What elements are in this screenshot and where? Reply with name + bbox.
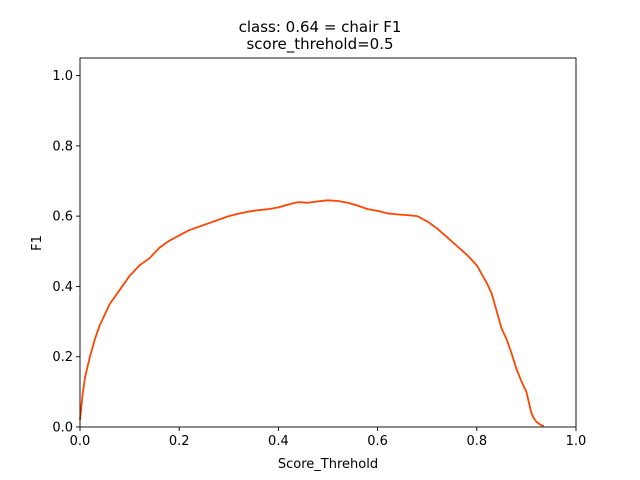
y-tick-label: 1.0 (52, 69, 73, 84)
y-tick-label: 0.4 (52, 280, 73, 295)
y-axis-label: F1 (30, 235, 45, 251)
y-tick-label: 0.0 (52, 421, 73, 436)
y-tick-label: 0.6 (52, 210, 73, 225)
x-tick-label: 1.0 (566, 434, 587, 449)
y-tick-label: 0.2 (52, 350, 73, 365)
plot-area: 0.0 0.2 0.4 0.6 0.8 1.0 0.0 0.2 0.4 0.6 0.8 1.0 (52, 57, 587, 449)
chart-subtitle: score_threhold=0.5 (246, 35, 393, 54)
x-axis-label: Score_Threhold (278, 457, 378, 472)
x-tick-label: 0.4 (268, 434, 289, 449)
x-tick-label: 0.8 (466, 434, 487, 449)
axes-frame (79, 57, 577, 428)
chart-title: class: 0.64 = chair F1 (239, 18, 402, 36)
x-tick-label: 0.0 (70, 434, 91, 449)
x-tick-label: 0.2 (169, 434, 190, 449)
x-tick-label: 0.6 (367, 434, 388, 449)
y-tick-label: 0.8 (52, 139, 73, 154)
f1-line (79, 199, 545, 427)
